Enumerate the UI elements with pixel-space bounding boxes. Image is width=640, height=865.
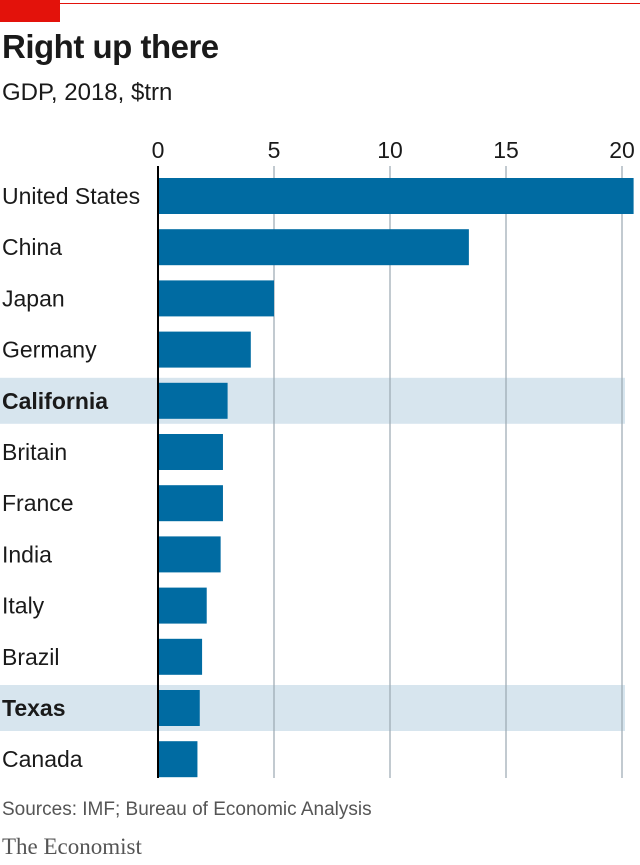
chart-subtitle: GDP, 2018, $trn bbox=[2, 79, 173, 106]
category-label: Texas bbox=[2, 695, 66, 721]
bar-texas bbox=[158, 690, 200, 726]
category-label: France bbox=[2, 490, 74, 516]
bar-brazil bbox=[158, 638, 203, 675]
x-tick-label: 20 bbox=[609, 137, 635, 163]
chart-title: Right up there bbox=[2, 28, 219, 65]
category-label: China bbox=[2, 234, 62, 260]
publisher-logo: The Economist bbox=[2, 834, 142, 859]
bar-india bbox=[158, 536, 221, 573]
highlight-band-texas bbox=[0, 685, 625, 731]
x-tick-label: 15 bbox=[493, 137, 519, 163]
category-label: Canada bbox=[2, 746, 83, 772]
bar-japan bbox=[158, 280, 274, 317]
category-label: Britain bbox=[2, 439, 67, 465]
bar-france bbox=[158, 485, 223, 522]
category-label: India bbox=[2, 541, 52, 567]
x-tick-label: 5 bbox=[268, 137, 281, 163]
category-label: Germany bbox=[2, 337, 97, 363]
brand-red-tab bbox=[0, 0, 60, 22]
bar-canada bbox=[158, 741, 198, 778]
bar-california bbox=[158, 382, 228, 419]
category-label: Japan bbox=[2, 285, 65, 311]
bar-britain bbox=[158, 434, 223, 470]
bar-united-states bbox=[158, 178, 634, 214]
category-label: California bbox=[2, 388, 108, 414]
bar-germany bbox=[158, 331, 251, 368]
top-rule bbox=[0, 3, 640, 4]
x-tick-label: 10 bbox=[377, 137, 403, 163]
bar-italy bbox=[158, 587, 207, 624]
bar-china bbox=[158, 229, 469, 266]
gdp-bar-chart: 0 5 10 15 20 United States China Japan Germany Ca… bbox=[0, 137, 635, 778]
category-label: Brazil bbox=[2, 644, 60, 670]
x-tick-label: 0 bbox=[152, 137, 165, 163]
category-label: United States bbox=[2, 183, 140, 209]
category-label: Italy bbox=[2, 593, 45, 619]
source-note: Sources: IMF; Bureau of Economic Analysi… bbox=[2, 799, 372, 820]
highlight-band-california bbox=[0, 377, 625, 424]
